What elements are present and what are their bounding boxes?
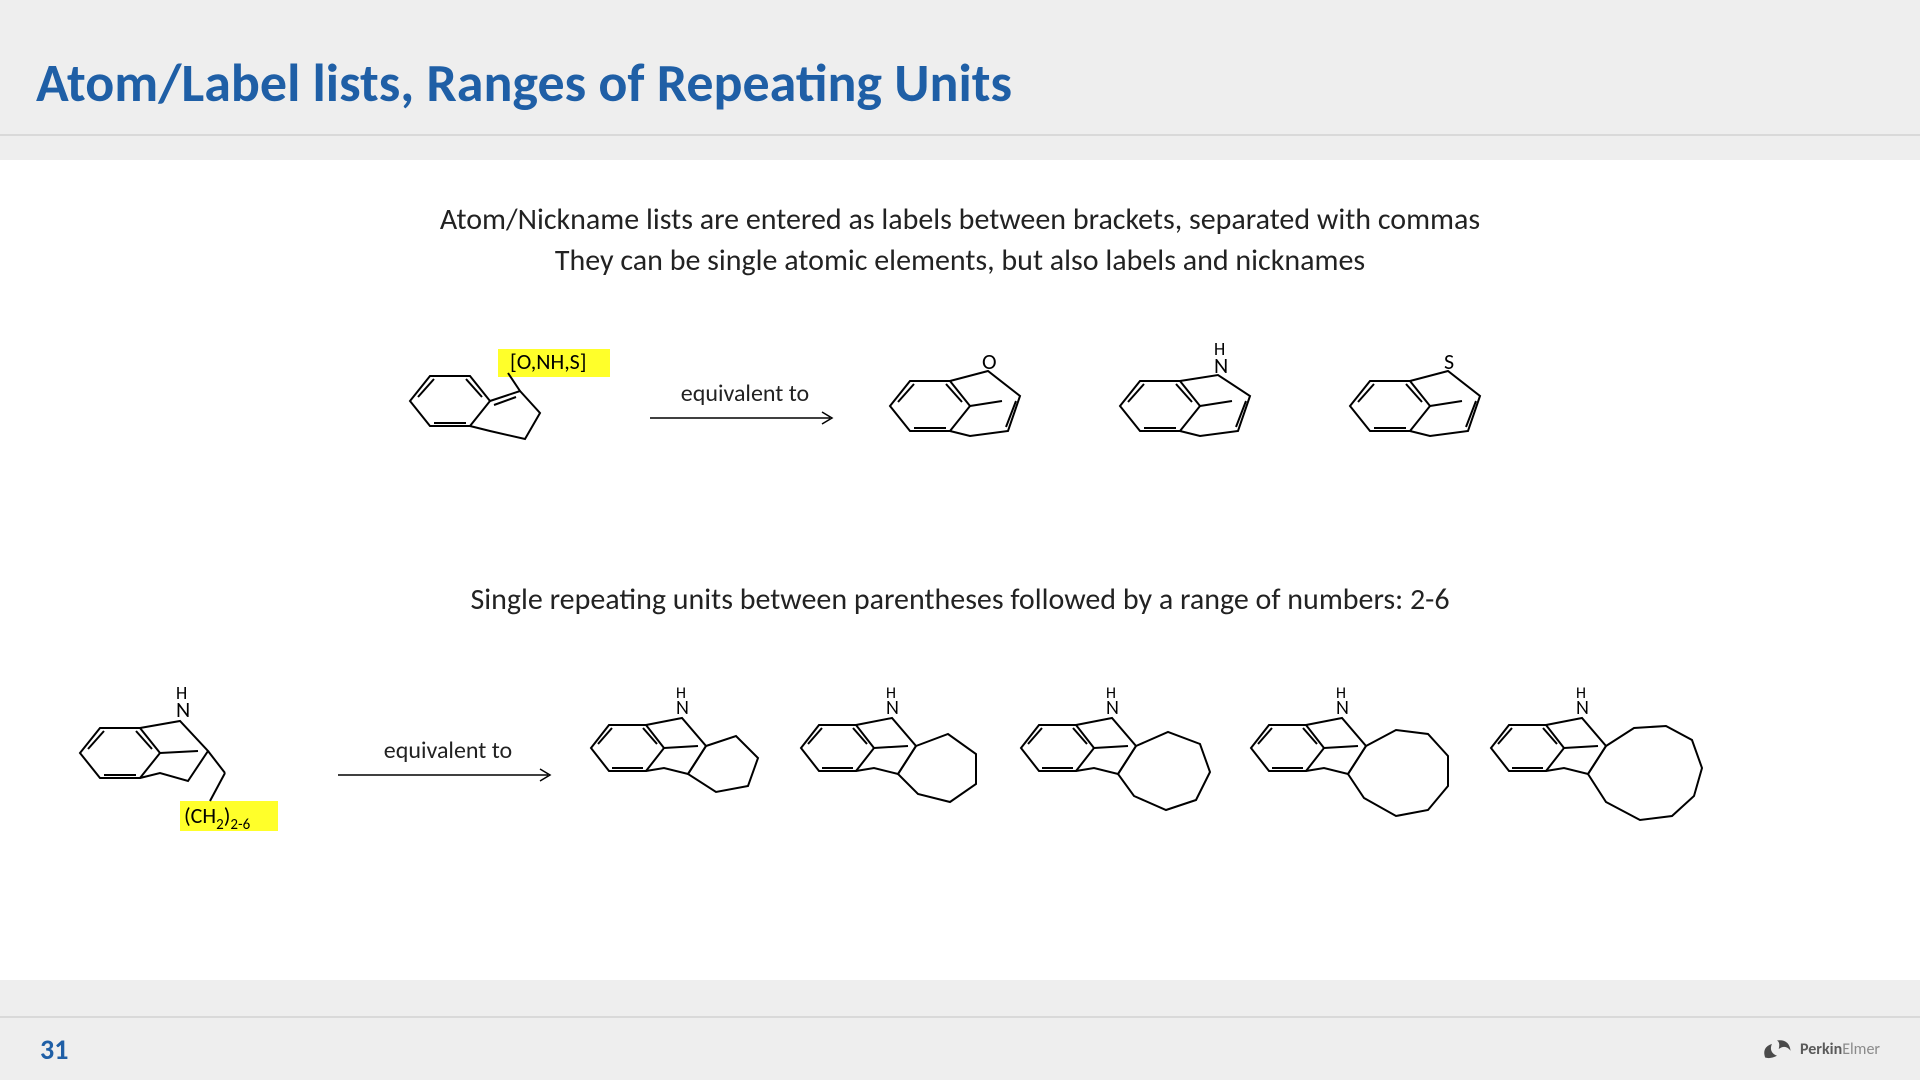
brand-logo: PerkinElmer	[1760, 1035, 1880, 1063]
exp9-h: H	[1336, 684, 1346, 703]
slide: Atom/Label lists, Ranges of Repeating Un…	[0, 0, 1920, 1080]
skeleton-1	[410, 373, 540, 439]
expansion-9: N H	[1236, 668, 1466, 853]
exp10-h: H	[1576, 684, 1586, 703]
query-structure-2: N H (CH2)2-6	[60, 673, 320, 853]
equivalent-block-2: equivalent to	[338, 736, 558, 790]
expansion-7: N H	[786, 668, 996, 843]
query2-h: H	[176, 682, 187, 704]
query-structure-1: [O,NH,S]	[390, 341, 620, 471]
logo-mark-icon	[1760, 1035, 1794, 1063]
brand-text: PerkinElmer	[1800, 1040, 1880, 1059]
example-row-2: N H (CH2)2-6 equivalent to	[0, 668, 1920, 858]
intro-line-1: Atom/Nickname lists are entered as label…	[0, 200, 1920, 241]
content-area: Atom/Nickname lists are entered as label…	[0, 160, 1920, 980]
variant-s: S	[1330, 341, 1530, 471]
exp7-h: H	[886, 684, 896, 703]
expansion-6: N H	[576, 668, 776, 838]
expansion-8: N H	[1006, 668, 1226, 848]
equivalent-block-1: equivalent to	[650, 379, 840, 433]
atom-list-label: [O,NH,S]	[510, 348, 587, 375]
exp6-h: H	[676, 684, 686, 703]
variant-nh: N H	[1100, 341, 1300, 471]
caption-2: Single repeating units between parenthes…	[0, 581, 1920, 618]
expansion-10: N H	[1476, 668, 1716, 858]
variant-label-o: O	[982, 348, 997, 375]
footer: 31 PerkinElmer	[0, 1016, 1920, 1080]
variant-label-n-h: H	[1214, 338, 1225, 360]
variant-o: O	[870, 341, 1070, 471]
variant-label-s: S	[1444, 348, 1454, 375]
slide-title: Atom/Label lists, Ranges of Repeating Un…	[36, 50, 1884, 116]
exp8-h: H	[1106, 684, 1116, 703]
title-bar: Atom/Label lists, Ranges of Repeating Un…	[0, 50, 1920, 136]
intro-line-2: They can be single atomic elements, but …	[0, 241, 1920, 282]
intro-text: Atom/Nickname lists are entered as label…	[0, 200, 1920, 281]
page-number: 31	[40, 1032, 68, 1067]
example-row-1: [O,NH,S] equivalent to	[0, 341, 1920, 471]
equivalent-label-2: equivalent to	[338, 736, 558, 765]
expansions: N H N H	[576, 668, 1716, 858]
equivalent-label-1: equivalent to	[650, 379, 840, 408]
arrow-1	[650, 408, 840, 428]
arrow-2	[338, 765, 558, 785]
